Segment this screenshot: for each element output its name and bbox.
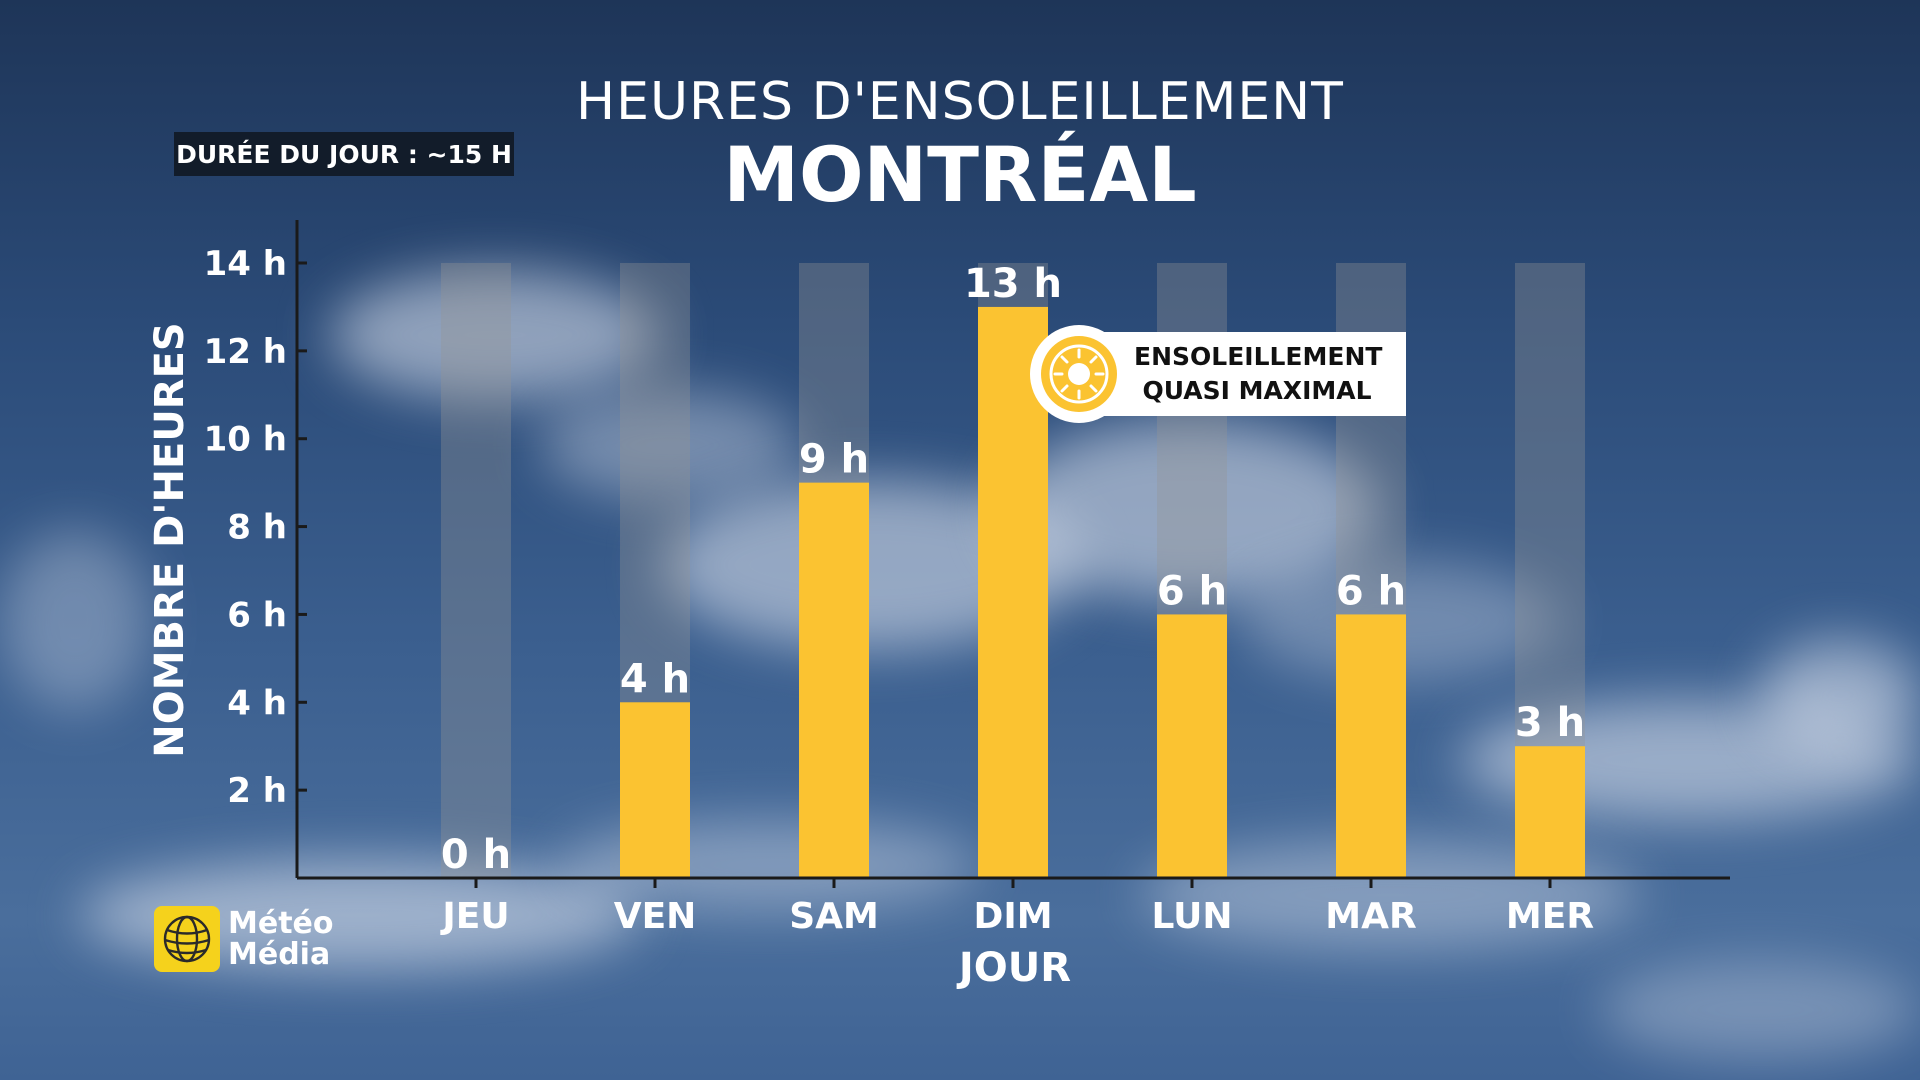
chart-title: HEURES D'ENSOLEILLEMENT bbox=[576, 72, 1344, 132]
bar bbox=[1157, 614, 1227, 878]
logo-line-1: Météo bbox=[228, 906, 334, 941]
bar-value-label: 4 h bbox=[620, 656, 690, 702]
bar-value-label: 3 h bbox=[1515, 700, 1585, 746]
callout-label: ENSOLEILLEMENT QUASI MAXIMAL bbox=[1076, 332, 1406, 416]
sun-icon bbox=[1030, 325, 1128, 423]
logo-line-2: Média bbox=[228, 937, 331, 972]
y-tick-label: 14 h bbox=[204, 244, 287, 284]
y-tick-label: 6 h bbox=[227, 595, 287, 635]
max-sunshine-track bbox=[441, 263, 511, 878]
logo-wordmark: Météo Média bbox=[228, 908, 334, 970]
callout-line-1: ENSOLEILLEMENT bbox=[1134, 342, 1383, 371]
bar-value-label: 9 h bbox=[799, 437, 869, 483]
chart-subtitle-city: MONTRÉAL bbox=[723, 130, 1197, 219]
globe-icon bbox=[154, 906, 220, 972]
x-tick-label: MER bbox=[1506, 896, 1594, 937]
bar-value-label: 6 h bbox=[1157, 568, 1227, 614]
meteomedia-logo: Météo Média bbox=[154, 906, 334, 972]
x-axis-label: JOUR bbox=[958, 945, 1072, 991]
max-sunshine-callout: ENSOLEILLEMENT QUASI MAXIMAL bbox=[1030, 325, 1406, 423]
bar bbox=[799, 482, 869, 878]
bar-value-label: 0 h bbox=[441, 832, 511, 878]
x-tick-label: SAM bbox=[789, 896, 879, 937]
callout-line-2: QUASI MAXIMAL bbox=[1142, 376, 1372, 405]
day-length-badge: DURÉE DU JOUR : ~15 H bbox=[174, 132, 514, 176]
bar bbox=[1336, 614, 1406, 878]
y-tick-label: 8 h bbox=[227, 508, 287, 548]
bar bbox=[620, 702, 690, 878]
bar bbox=[978, 306, 1048, 878]
y-tick-label: 2 h bbox=[227, 771, 287, 811]
x-tick-label: VEN bbox=[614, 896, 697, 937]
x-tick-label: JEU bbox=[439, 896, 509, 937]
bar-value-label: 6 h bbox=[1336, 568, 1406, 614]
y-tick-label: 10 h bbox=[204, 420, 287, 460]
bar-value-label: 13 h bbox=[964, 261, 1062, 307]
y-tick-label: 4 h bbox=[227, 683, 287, 723]
x-tick-label: DIM bbox=[973, 896, 1052, 937]
x-tick-label: MAR bbox=[1325, 896, 1416, 937]
x-tick-label: LUN bbox=[1151, 896, 1232, 937]
bar bbox=[1515, 746, 1585, 878]
y-tick-label: 12 h bbox=[204, 332, 287, 372]
